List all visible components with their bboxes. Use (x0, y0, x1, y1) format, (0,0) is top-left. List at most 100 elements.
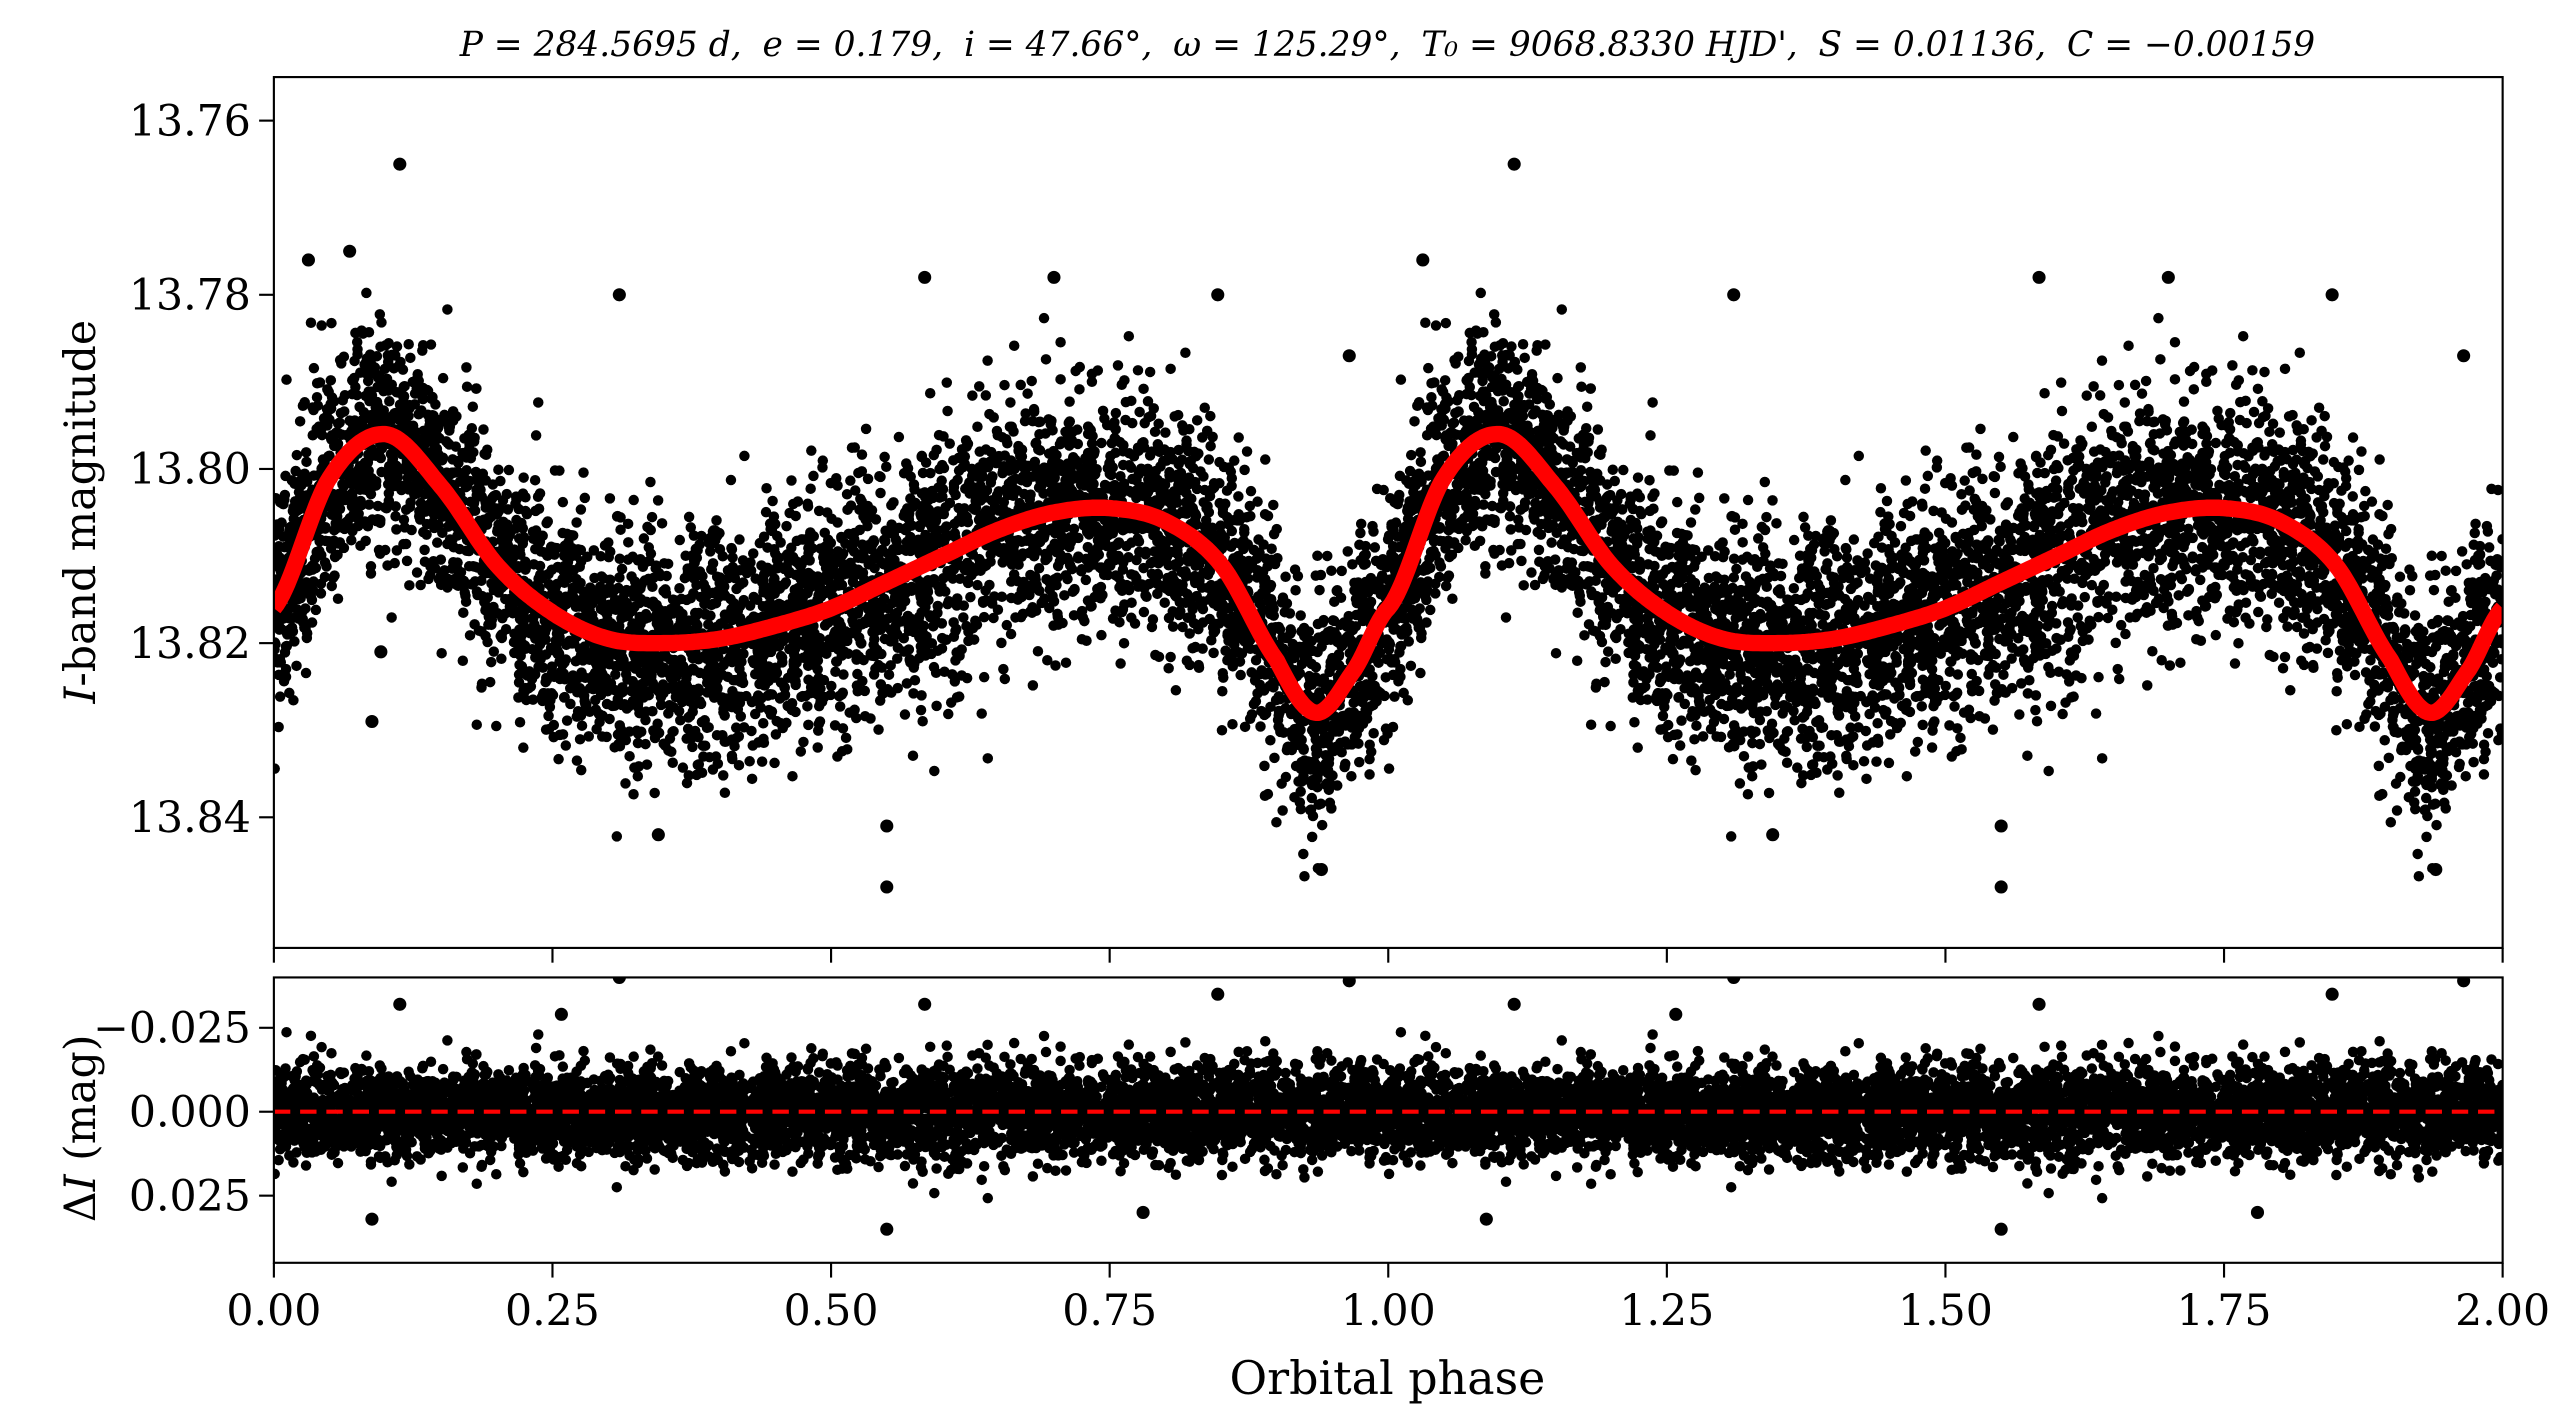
lightcurve-point (1032, 645, 1044, 657)
lightcurve-point (1901, 770, 1913, 782)
lightcurve-point (300, 603, 311, 614)
lightcurve-point (356, 325, 367, 336)
lightcurve-point (471, 719, 482, 730)
lightcurve-point (1797, 723, 1808, 735)
lightcurve-point (390, 501, 401, 512)
lightcurve-point (739, 450, 750, 462)
lightcurve-point (2259, 450, 2270, 461)
lightcurve-point (2413, 871, 2425, 882)
lightcurve-point (561, 715, 573, 726)
lightcurve-point (1853, 450, 1865, 462)
lightcurve-point (1233, 432, 1244, 443)
lightcurve-point (982, 355, 993, 366)
lightcurve-point (972, 421, 983, 432)
lightcurve-point (873, 724, 884, 735)
lightcurve-point (1833, 710, 1845, 721)
lightcurve-point (1184, 659, 1195, 671)
lightcurve-point (1405, 449, 1417, 461)
lightcurve-point (604, 493, 616, 504)
lightcurve-point (1647, 397, 1658, 408)
lightcurve-point (316, 320, 327, 331)
lightcurve-point (1590, 682, 1602, 693)
lightcurve-point (2123, 569, 2134, 580)
lightcurve-point (787, 770, 798, 782)
lightcurve-point (1383, 763, 1395, 774)
lightcurve-point (415, 579, 426, 591)
lightcurve-point (1047, 425, 1058, 436)
lightcurve-point (2169, 374, 2181, 385)
lightcurve-point (1902, 498, 1913, 510)
lightcurve-point (2176, 573, 2188, 585)
lightcurve-point (365, 561, 377, 572)
lightcurve-point (805, 483, 816, 494)
lightcurve-point (2188, 384, 2200, 395)
lightcurve-point (1430, 588, 1441, 599)
title-T0: T₀ = 9068.8330 HJD', (1421, 25, 1797, 65)
lightcurve-point (291, 449, 303, 461)
lightcurve-point (744, 756, 755, 767)
lightcurve-point (478, 424, 489, 435)
lightcurve-point (2436, 550, 2447, 562)
lightcurve-point (1298, 848, 1309, 860)
lightcurve-point (273, 763, 280, 774)
lightcurve-point (953, 691, 965, 702)
lightcurve-point (2153, 312, 2164, 324)
lightcurve-point (2317, 454, 2329, 465)
lightcurve-point (2076, 672, 2087, 684)
lightcurve-point (2068, 691, 2079, 702)
lightcurve-point (1724, 669, 1735, 680)
lightcurve-point (437, 372, 449, 384)
lightcurve-point (1173, 444, 1184, 456)
lightcurve-point (682, 723, 694, 735)
lightcurve-point (1405, 660, 1417, 672)
lightcurve-point (476, 682, 487, 693)
lightcurve-point (2161, 425, 2173, 436)
lightcurve-point (1310, 661, 1322, 673)
lightcurve-point (2079, 591, 2091, 603)
lightcurve-point (1781, 757, 1793, 769)
lightcurve-point (1575, 362, 1587, 373)
title-P: P = 284.5695 d, (459, 25, 742, 65)
lightcurve-point (834, 701, 846, 712)
title-omega: ω = 125.29°, (1173, 25, 1400, 65)
lightcurve-point (2210, 629, 2222, 641)
lightcurve-point (1691, 720, 1702, 731)
lightcurve-point (2015, 458, 2026, 469)
lightcurve-point (2112, 663, 2123, 675)
lightcurve-point (2440, 565, 2451, 576)
lightcurve-point (404, 580, 415, 591)
lightcurve-point (1989, 471, 2001, 483)
lightcurve-point (1480, 568, 1491, 579)
lightcurve-point (1096, 629, 1107, 641)
lightcurve-point (391, 524, 402, 535)
lightcurve-point (1759, 524, 1771, 536)
lightcurve-point (1797, 770, 1809, 781)
lightcurve-point (571, 755, 583, 766)
lightcurve-point (1862, 548, 1873, 559)
lightcurve-point (2347, 432, 2359, 443)
lightcurve-point (2113, 379, 2125, 391)
lightcurve-point (2248, 406, 2260, 418)
lightcurve-point (708, 692, 720, 703)
lightcurve-point (1881, 495, 1893, 507)
lightcurve-point (1159, 597, 1170, 608)
lightcurve-point (1316, 819, 1328, 831)
lightcurve-point (1505, 524, 1517, 535)
lightcurve-point (2494, 672, 2503, 683)
lightcurve-point (1656, 516, 1668, 527)
lightcurve-point (2240, 597, 2252, 608)
lightcurve-point (575, 764, 587, 776)
lightcurve-point (1138, 606, 1150, 618)
lightcurve-point (996, 637, 1007, 649)
lightcurve-point (1686, 755, 1697, 766)
lightcurve-point (1055, 337, 1066, 348)
lightcurve-point (986, 495, 998, 506)
lightcurve-point (616, 563, 628, 575)
lightcurve-point (674, 583, 685, 594)
lightcurve-point (1160, 427, 1171, 438)
lightcurve-point (1788, 583, 1800, 594)
lightcurve-point (1756, 759, 1767, 770)
lightcurve-point (1415, 456, 1427, 468)
lightcurve-point (1424, 604, 1436, 616)
lightcurve-point (1575, 464, 1587, 476)
